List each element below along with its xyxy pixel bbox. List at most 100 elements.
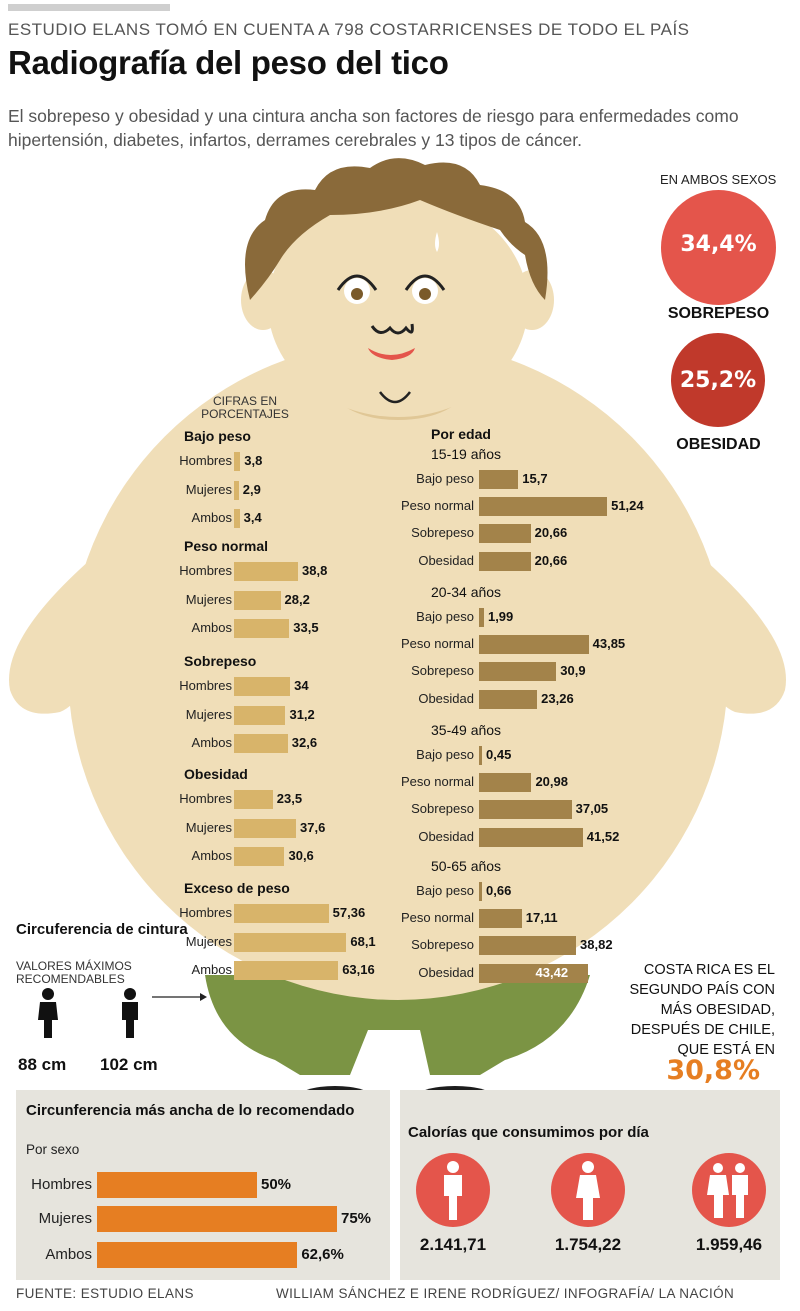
bar-value-label: 37,05 bbox=[575, 801, 609, 817]
bar-value-label: 2,9 bbox=[242, 481, 261, 497]
stats-label: EN AMBOS SEXOS bbox=[660, 172, 777, 187]
panel1-subtitle: Por sexo bbox=[26, 1142, 80, 1157]
chart-bar bbox=[479, 551, 531, 571]
bar-category-label: Sobrepeso bbox=[411, 525, 474, 541]
bar-value-label: 0,66 bbox=[486, 883, 512, 898]
bar-value-label: 20,98 bbox=[535, 774, 568, 790]
right-chart-title: Por edad bbox=[431, 426, 491, 442]
chart-group-title: 35-49 años bbox=[431, 722, 502, 738]
costa-rica-text: COSTA RICA ES EL SEGUNDO PAÍS CON MÁS OB… bbox=[629, 962, 775, 1058]
bar-value-label: 68,1 bbox=[350, 933, 376, 949]
bar-category-label: Mujeres bbox=[185, 933, 232, 949]
head bbox=[268, 193, 528, 417]
chart-bar bbox=[234, 562, 299, 581]
bar-value-label: 38,82 bbox=[580, 937, 613, 953]
chart-bar bbox=[234, 734, 288, 753]
bar-category-label: Mujeres bbox=[38, 1210, 92, 1227]
female-person-icon bbox=[576, 1161, 600, 1220]
bar-value-label: 75% bbox=[341, 1210, 372, 1227]
bar-category-label: Sobrepeso bbox=[411, 801, 474, 817]
bar-value-label: 50% bbox=[261, 1176, 292, 1193]
arrow-icon bbox=[200, 993, 207, 1001]
chart-bar bbox=[479, 689, 538, 709]
bar-category-label: Ambos bbox=[191, 735, 232, 750]
cal-circle-both bbox=[692, 1153, 766, 1227]
bar-category-label: Ambos bbox=[191, 848, 232, 863]
bar-value-label: 41,52 bbox=[586, 828, 620, 844]
chart-bar bbox=[234, 452, 241, 471]
bar-category-label: Ambos bbox=[191, 510, 232, 525]
bar-category-label: Bajo peso bbox=[416, 609, 474, 624]
bar-value-label: 20,66 bbox=[534, 552, 568, 568]
panel2-title: Calorías que consumimos por día bbox=[408, 1124, 649, 1141]
chart-group-title: 20-34 años bbox=[431, 584, 502, 600]
bar-category-label: Hombres bbox=[179, 905, 232, 920]
bar-value-label: 57,36 bbox=[332, 905, 366, 920]
chart-bar bbox=[479, 635, 589, 655]
chart-bar bbox=[479, 773, 532, 793]
obesidad-label: OBESIDAD bbox=[676, 436, 761, 453]
bar-category-label: Obesidad bbox=[418, 964, 474, 980]
chart-bar bbox=[234, 790, 273, 809]
bar-value-label: 30,9 bbox=[560, 663, 586, 679]
hair bbox=[245, 158, 548, 300]
bar-category-label: Obesidad bbox=[418, 552, 474, 568]
bar-category-label: Bajo peso bbox=[416, 471, 474, 486]
chart-bar bbox=[97, 1242, 298, 1268]
female-figure-icon bbox=[38, 988, 58, 1038]
bar-category-label: Mujeres bbox=[185, 819, 232, 835]
bar-category-label: Mujeres bbox=[185, 481, 232, 497]
bar-category-label: Ambos bbox=[45, 1246, 92, 1263]
bar-category-label: Hombres bbox=[179, 563, 232, 578]
bar-value-label: 33,5 bbox=[293, 620, 319, 635]
chart-bar bbox=[479, 746, 482, 765]
bar-category-label: Peso normal bbox=[401, 498, 474, 514]
pants bbox=[205, 975, 590, 1075]
bar-category-label: Hombres bbox=[179, 678, 232, 693]
bar-category-label: Bajo peso bbox=[416, 747, 474, 762]
chart-bar bbox=[234, 677, 291, 696]
cintura-subtitle: VALORES MÁXIMOS RECOMENDABLES bbox=[16, 959, 132, 986]
chart-bar bbox=[479, 524, 531, 544]
bar-value-label: 37,6 bbox=[300, 819, 326, 835]
chart-bar bbox=[479, 800, 572, 820]
footer-credits: WILLIAM SÁNCHEZ E IRENE RODRÍGUEZ/ INFOG… bbox=[276, 1286, 735, 1301]
bar-value-label: 0,45 bbox=[486, 747, 512, 762]
bar-category-label: Bajo peso bbox=[416, 883, 474, 898]
chart-group-title: Exceso de peso bbox=[184, 880, 290, 896]
bar-category-label: Peso normal bbox=[401, 910, 474, 926]
chart-bar bbox=[479, 497, 608, 517]
obesidad-value: 25,2% bbox=[679, 368, 757, 393]
bar-value-label: 34 bbox=[294, 678, 309, 693]
bar-category-label: Mujeres bbox=[185, 591, 232, 607]
male-cintura-value: 102 cm bbox=[100, 1055, 158, 1074]
chart-group-title: Obesidad bbox=[184, 766, 248, 782]
chart-bar bbox=[479, 882, 482, 901]
chart-bar bbox=[234, 847, 285, 866]
chart-bar bbox=[234, 705, 286, 725]
sobrepeso-circle bbox=[661, 190, 776, 305]
bar-category-label: Sobrepeso bbox=[411, 663, 474, 679]
bar-category-label: Obesidad bbox=[418, 690, 474, 706]
chart-bar bbox=[479, 608, 484, 627]
bar-category-label: Peso normal bbox=[401, 774, 474, 790]
bar-category-label: Ambos bbox=[191, 962, 232, 977]
female-cintura-value: 88 cm bbox=[18, 1055, 67, 1074]
couple-icon bbox=[707, 1163, 748, 1218]
nose bbox=[370, 323, 414, 335]
chart-bar bbox=[234, 818, 297, 838]
chart-bar bbox=[479, 470, 519, 489]
kicker: ESTUDIO ELANS TOMÓ EN CUENTA A 798 COSTA… bbox=[8, 20, 690, 39]
bar-value-label: 51,24 bbox=[611, 498, 644, 514]
chart-group-title: Bajo peso bbox=[184, 428, 251, 444]
chart-bar bbox=[234, 961, 339, 980]
bar-category-label: Sobrepeso bbox=[411, 937, 474, 953]
chart-bar bbox=[97, 1172, 257, 1198]
bar-category-label: Hombres bbox=[31, 1176, 92, 1193]
bar-value-label: 31,2 bbox=[289, 706, 315, 722]
sobrepeso-label: SOBREPESO bbox=[667, 305, 770, 322]
chart-bar bbox=[234, 619, 290, 638]
chart-bar bbox=[234, 904, 329, 923]
chart-bar bbox=[234, 509, 240, 528]
chart-bar bbox=[479, 909, 522, 929]
